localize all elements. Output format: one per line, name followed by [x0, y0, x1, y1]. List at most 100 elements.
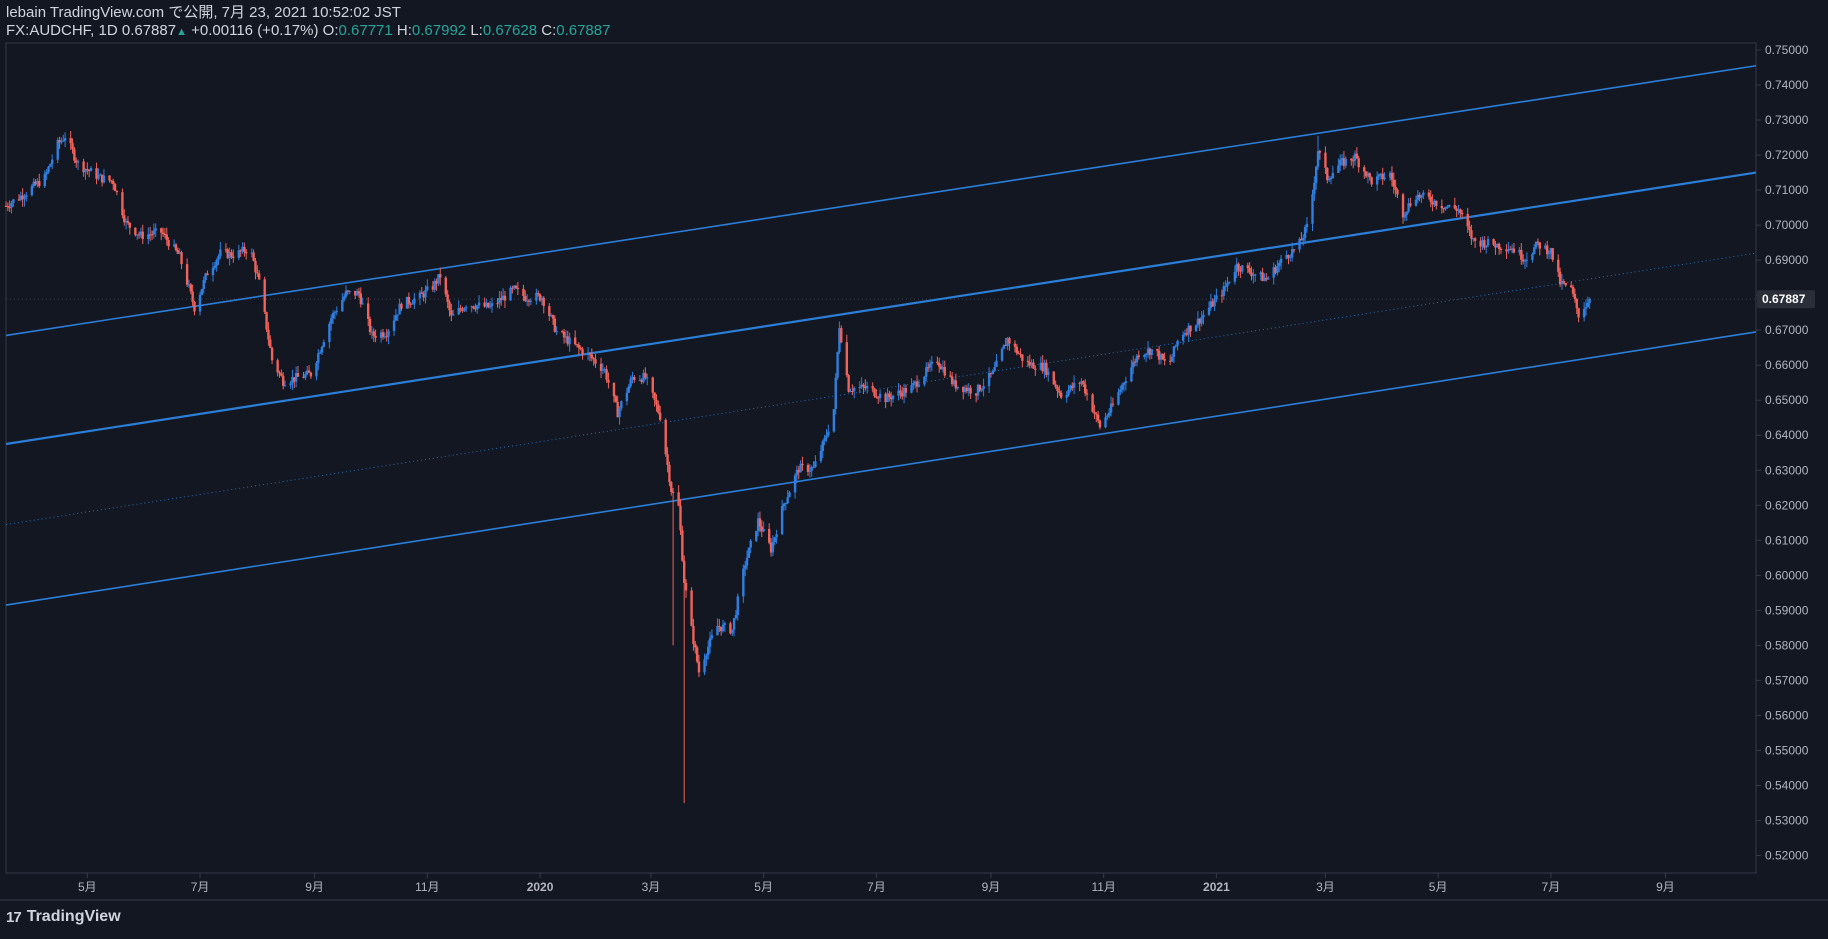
candle-body	[1545, 245, 1549, 255]
channel-line-upper[interactable]	[5, 64, 1757, 337]
candle-body	[1314, 166, 1318, 183]
candle-body	[566, 336, 569, 345]
candle-body	[185, 264, 189, 285]
candle-body	[614, 396, 618, 402]
candle-body	[1220, 295, 1224, 297]
candle-body	[241, 246, 244, 252]
candle-body	[1523, 260, 1527, 262]
candle-body	[1109, 403, 1113, 413]
candle-body	[1176, 340, 1179, 346]
candle-body	[788, 492, 791, 498]
y-tick-label: 0.69000	[1765, 253, 1809, 267]
x-tick-label: 2020	[527, 880, 554, 894]
candle-body	[732, 618, 736, 630]
candle-body	[257, 273, 261, 280]
tradingview-logo[interactable]: 17 TradingView	[6, 908, 121, 926]
candle-body	[891, 395, 895, 400]
symbol-label[interactable]: FX:AUDCHF, 1D	[6, 22, 118, 39]
candle-body	[1059, 392, 1063, 398]
candle-body	[1577, 308, 1580, 318]
candle-body	[1157, 350, 1161, 360]
candle-body	[1366, 173, 1370, 177]
candle-body	[1483, 240, 1486, 248]
candle-body	[1370, 177, 1373, 185]
candle-body	[1392, 179, 1396, 187]
candle-body	[372, 331, 375, 336]
candle-body	[1122, 383, 1126, 385]
candle-body	[355, 291, 359, 296]
candle-body	[562, 332, 566, 338]
candle-body	[354, 290, 357, 296]
candle-body	[747, 547, 751, 558]
candle-body	[1194, 325, 1198, 332]
candle-body	[653, 392, 656, 400]
candle-body	[1159, 354, 1163, 360]
candle-body	[1032, 362, 1035, 369]
candle-body	[306, 370, 309, 375]
candle-body	[180, 252, 183, 265]
candle-body	[487, 302, 490, 308]
candle-body	[335, 311, 338, 313]
candle-body	[1183, 333, 1187, 335]
y-tick-label: 0.64000	[1765, 428, 1809, 442]
candle-body	[1174, 345, 1177, 347]
candle-body	[269, 339, 272, 348]
channel-line-lower[interactable]	[5, 331, 1757, 606]
candle-body	[522, 288, 525, 297]
candle-body	[1351, 160, 1355, 162]
candle-body	[640, 379, 643, 383]
candle-body	[657, 404, 660, 413]
candle-body	[620, 401, 623, 409]
candle-body	[1006, 338, 1009, 347]
channel-line-middle[interactable]	[5, 171, 1757, 446]
channel-lines[interactable]	[5, 64, 1757, 606]
candle-body	[832, 409, 836, 432]
candle-body	[1047, 371, 1050, 375]
candle-body	[25, 195, 28, 198]
candle-body	[1278, 262, 1281, 267]
candle-body	[49, 164, 52, 167]
symbol-ohlc-line: FX:AUDCHF, 1D 0.67887▲ +0.00116 (+0.17%)…	[6, 22, 610, 41]
last-price-tag-label: 0.67887	[1762, 292, 1806, 306]
candle-body	[1318, 151, 1322, 153]
last-price-tag	[1757, 290, 1815, 309]
candle-body	[1305, 223, 1309, 228]
candle-body	[431, 286, 435, 290]
candle-body	[420, 292, 423, 294]
candle-body	[810, 467, 813, 471]
candle-body	[1132, 361, 1135, 368]
candle-body	[978, 384, 982, 391]
candle-body	[84, 169, 87, 173]
candle-body	[525, 300, 529, 302]
channel-line-median[interactable]	[5, 252, 1757, 526]
candle-body	[12, 199, 15, 204]
candle-body	[871, 385, 874, 389]
candle-body	[474, 308, 477, 310]
candle-body	[32, 181, 35, 187]
candle-body	[250, 252, 253, 254]
candle-body	[418, 292, 422, 299]
candle-body	[671, 491, 675, 493]
candle-body	[1091, 394, 1094, 412]
candle-body	[607, 379, 610, 383]
candle-body	[1263, 278, 1266, 281]
candle-body	[232, 256, 235, 258]
candle-body	[73, 149, 76, 161]
candle-body	[631, 377, 634, 380]
candle-body	[383, 336, 387, 338]
candle-body	[799, 463, 802, 473]
candle-body	[110, 180, 113, 182]
candle-body	[1340, 158, 1344, 160]
candle-body	[1246, 265, 1250, 269]
candle-body	[1379, 173, 1383, 175]
candle-body	[38, 180, 41, 187]
candle-body	[320, 346, 324, 353]
candle-body	[1026, 360, 1030, 362]
candle-body	[1017, 353, 1020, 355]
candle-body	[36, 180, 39, 185]
candle-body	[592, 358, 595, 360]
candle-body	[379, 332, 383, 338]
candle-body	[102, 175, 106, 183]
candle-body	[237, 250, 241, 258]
